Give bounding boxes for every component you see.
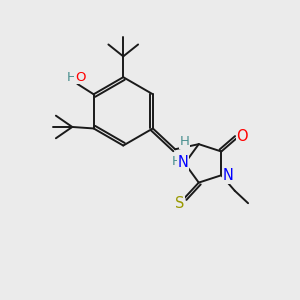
Text: S: S	[175, 196, 185, 211]
Text: H: H	[180, 135, 190, 148]
Text: O: O	[75, 71, 86, 84]
Text: N: N	[222, 168, 233, 183]
Text: H: H	[67, 71, 77, 84]
Text: O: O	[236, 129, 248, 144]
Text: N: N	[178, 155, 189, 170]
Text: H: H	[172, 155, 182, 168]
